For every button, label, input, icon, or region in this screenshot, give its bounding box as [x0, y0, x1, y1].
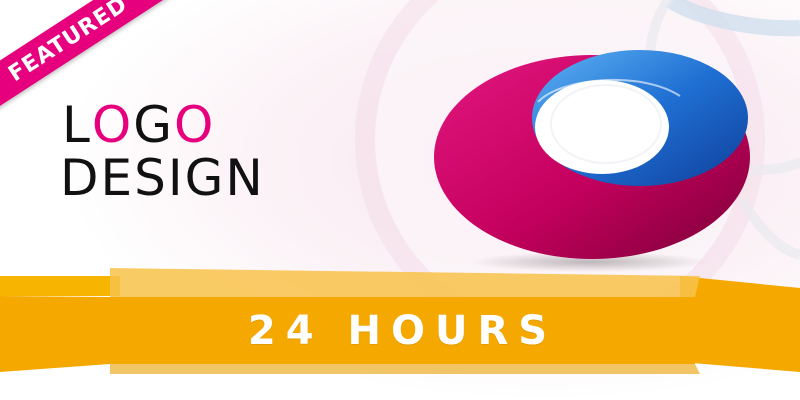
hours-banner: 24 HOURS — [110, 297, 695, 364]
heading-letter-3: G — [133, 96, 174, 154]
hours-banner-label: 24 HOURS — [247, 307, 558, 354]
heading-letter-4: O — [173, 96, 216, 154]
o-ring-logo-icon — [434, 50, 750, 272]
heading-letter-2: O — [91, 96, 134, 154]
heading-line-logo: LOGO — [62, 100, 215, 150]
heading-letter-1: L — [62, 96, 92, 154]
heading-line-design: DESIGN — [60, 149, 265, 207]
